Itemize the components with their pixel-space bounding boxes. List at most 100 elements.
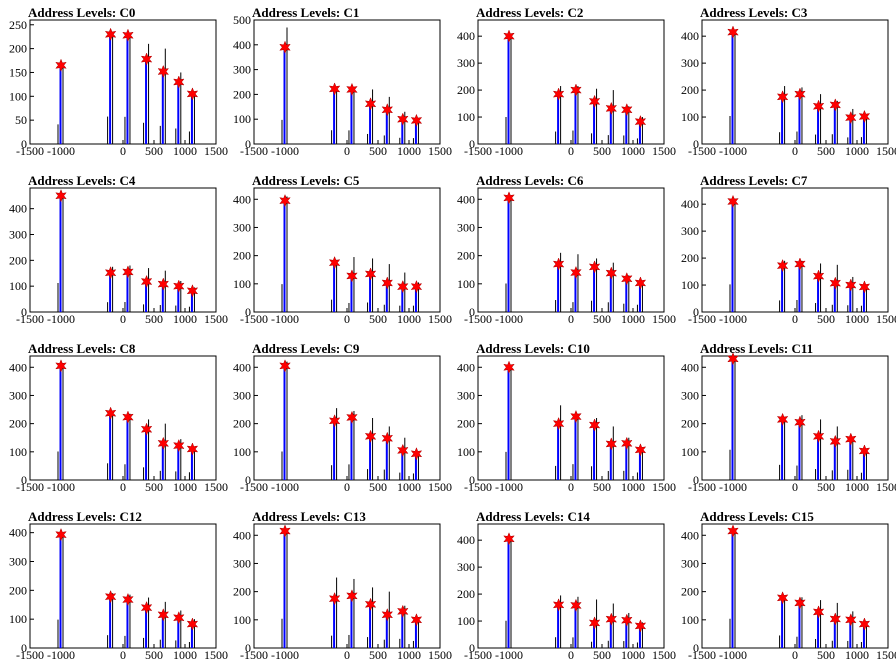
y-tick-label: 100: [681, 278, 699, 292]
y-tick-label: 300: [457, 220, 475, 234]
x-tick-label: 1000: [845, 144, 869, 158]
peak-marker: [570, 409, 582, 424]
x-tick-label: 1000: [621, 480, 645, 494]
peak-marker: [122, 28, 134, 42]
chart-title: Address Levels: C3: [700, 5, 808, 20]
peak-marker: [858, 109, 871, 124]
x-tick-label: 0: [568, 312, 574, 326]
y-tick-label: 100: [233, 613, 251, 627]
y-tick-label: 0: [693, 137, 699, 151]
peak-marker: [104, 266, 117, 280]
peak-bar: [59, 195, 62, 312]
y-tick-label: 200: [233, 417, 251, 431]
x-tick-label: 1500: [204, 312, 228, 326]
peak-bar: [59, 534, 62, 648]
peak-marker: [794, 415, 806, 429]
peak-marker: [173, 438, 185, 453]
y-tick-label: 200: [681, 83, 699, 97]
peak-marker: [776, 412, 789, 427]
peak-bar: [817, 435, 820, 480]
x-tick-label: 500: [593, 312, 611, 326]
x-tick-label: 1000: [397, 480, 421, 494]
y-tick-label: 100: [233, 112, 251, 126]
x-tick-label: -1500: [464, 480, 492, 494]
peak-marker: [503, 532, 515, 546]
y-tick-label: 200: [457, 587, 475, 601]
y-tick-label: 150: [9, 65, 27, 79]
chart-title: Address Levels: C7: [700, 173, 808, 188]
peak-marker: [364, 97, 377, 111]
x-tick-label: 500: [817, 312, 835, 326]
y-tick-label: 400: [681, 29, 699, 43]
y-tick-label: 400: [681, 528, 699, 542]
peak-marker: [621, 436, 633, 451]
peak-bar: [126, 34, 129, 144]
x-tick-label: 500: [817, 648, 835, 662]
peak-bar: [507, 538, 510, 648]
x-tick-label: 1000: [845, 312, 869, 326]
peak-marker: [812, 429, 825, 444]
x-tick-label: -1000: [495, 312, 523, 326]
peak-bar: [593, 424, 596, 480]
peak-marker: [829, 612, 842, 626]
peak-marker: [55, 189, 67, 203]
chart-panel-15: Address Levels: C15 0 100 200 300 400 -1500 -10…: [681, 509, 896, 662]
x-tick-label: 0: [344, 312, 350, 326]
x-tick-label: 1500: [428, 648, 452, 662]
chart-title: Address Levels: C4: [28, 173, 136, 188]
peak-bar: [109, 596, 112, 648]
x-tick-label: 1000: [173, 312, 197, 326]
peak-marker: [381, 431, 394, 445]
peak-marker: [157, 436, 170, 451]
x-tick-label: 1500: [652, 480, 676, 494]
y-tick-label: 300: [233, 63, 251, 77]
x-tick-label: 500: [369, 312, 387, 326]
peak-marker: [727, 524, 739, 538]
x-tick-label: 1500: [652, 144, 676, 158]
y-tick-label: 300: [233, 220, 251, 234]
peak-bar: [574, 416, 577, 480]
chart-title: Address Levels: C6: [476, 173, 584, 188]
x-tick-label: 1500: [428, 144, 452, 158]
peak-bar: [731, 530, 734, 648]
y-tick-label: 300: [233, 388, 251, 402]
peak-marker: [140, 52, 153, 66]
y-tick-label: 200: [681, 585, 699, 599]
peak-marker: [173, 75, 185, 89]
chart-title: Address Levels: C14: [476, 509, 590, 524]
peak-bar: [507, 197, 510, 312]
peak-marker: [621, 272, 633, 286]
peak-bar: [350, 88, 353, 144]
x-tick-label: -1000: [719, 648, 747, 662]
peak-bar: [109, 412, 112, 480]
y-tick-label: 200: [9, 417, 27, 431]
y-tick-label: 400: [457, 360, 475, 374]
peak-marker: [829, 276, 842, 290]
peak-marker: [570, 83, 582, 97]
peak-marker: [364, 429, 377, 444]
x-tick-label: -1000: [495, 144, 523, 158]
peak-bar: [557, 423, 560, 480]
chart-panel-5: Address Levels: C5 0 100 200 300 400 -1500 -100…: [233, 173, 452, 326]
x-tick-label: 0: [568, 480, 574, 494]
peak-marker: [173, 611, 185, 625]
x-tick-label: -1500: [688, 648, 716, 662]
x-tick-label: 1500: [876, 480, 896, 494]
peak-marker: [157, 277, 170, 291]
x-tick-label: 500: [145, 648, 163, 662]
peak-bar: [781, 96, 784, 144]
peak-marker: [381, 276, 394, 290]
y-tick-label: 400: [233, 38, 251, 52]
peak-marker: [186, 442, 199, 456]
x-tick-label: 1500: [876, 312, 896, 326]
peak-marker: [346, 269, 358, 283]
peak-bar: [59, 64, 62, 144]
peak-marker: [845, 432, 857, 446]
y-tick-label: 100: [233, 277, 251, 291]
x-tick-label: 500: [369, 144, 387, 158]
peak-marker: [634, 276, 647, 290]
chart-panel-12: Address Levels: C12 0 100 200 300 400 -1500 -10…: [9, 509, 228, 662]
y-tick-label: 200: [457, 249, 475, 263]
x-tick-label: 1500: [652, 648, 676, 662]
